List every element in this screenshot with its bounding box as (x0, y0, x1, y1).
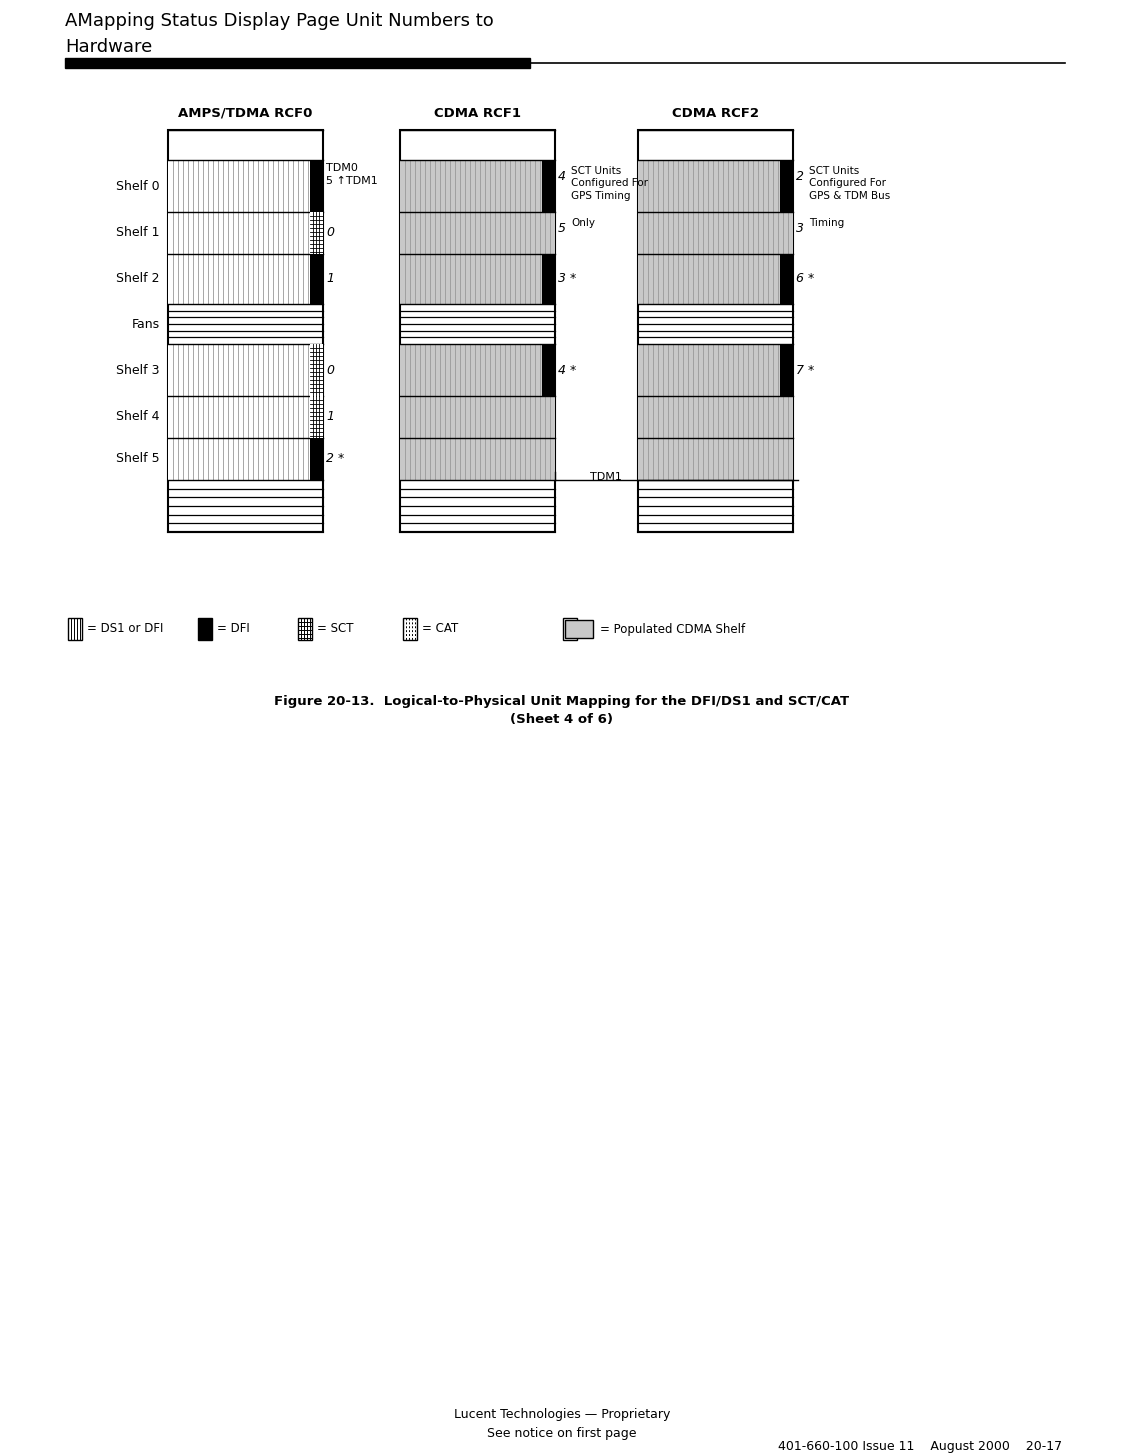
Text: CDMA RCF2: CDMA RCF2 (672, 106, 759, 119)
Text: AMPS/TDMA RCF0: AMPS/TDMA RCF0 (178, 106, 313, 119)
Bar (310, 344, 323, 396)
Bar (638, 344, 793, 396)
Text: 1: 1 (326, 272, 334, 285)
Text: Only: Only (572, 218, 595, 229)
Text: 0: 0 (326, 227, 334, 239)
Text: AMapping Status Display Page Unit Numbers to: AMapping Status Display Page Unit Number… (65, 12, 494, 31)
Text: Timing: Timing (809, 218, 844, 229)
Text: = DFI: = DFI (217, 623, 250, 635)
Bar (638, 253, 793, 304)
Text: = SCT: = SCT (317, 623, 353, 635)
Bar (400, 130, 555, 531)
Bar (168, 160, 323, 213)
Text: 0: 0 (326, 364, 334, 377)
Bar (310, 438, 323, 480)
Bar (168, 344, 323, 396)
Bar (168, 213, 323, 253)
Text: 5: 5 (558, 221, 566, 234)
Bar (780, 253, 793, 304)
Bar (400, 344, 555, 396)
Bar (310, 396, 323, 438)
Bar (310, 213, 323, 253)
Text: TDM0: TDM0 (326, 163, 358, 173)
Bar (65, 58, 530, 68)
Text: (Sheet 4 of 6): (Sheet 4 of 6) (511, 713, 613, 727)
Bar (638, 438, 793, 480)
Bar (400, 253, 555, 304)
Text: 2 *: 2 * (326, 453, 344, 466)
Text: Shelf 1: Shelf 1 (117, 227, 160, 239)
Text: CDMA RCF1: CDMA RCF1 (434, 106, 521, 119)
Bar (638, 160, 793, 213)
Bar (168, 253, 323, 304)
Text: 7 *: 7 * (796, 364, 814, 377)
Bar (400, 438, 555, 480)
Text: Hardware: Hardware (65, 38, 152, 55)
Text: 401-660-100 Issue 11    August 2000    20-17: 401-660-100 Issue 11 August 2000 20-17 (777, 1440, 1062, 1453)
Bar (565, 620, 593, 638)
Text: SCT Units
Configured For
GPS Timing: SCT Units Configured For GPS Timing (572, 166, 648, 201)
Text: Fans: Fans (132, 317, 160, 331)
Text: Figure 20-13.  Logical-to-Physical Unit Mapping for the DFI/DS1 and SCT/CAT: Figure 20-13. Logical-to-Physical Unit M… (274, 695, 849, 708)
Text: 4: 4 (558, 170, 566, 183)
Bar (542, 253, 555, 304)
Text: 6 *: 6 * (796, 272, 814, 285)
Bar (400, 396, 555, 438)
Bar (638, 213, 793, 253)
Text: = CAT: = CAT (422, 623, 458, 635)
Text: SCT Units
Configured For
GPS & TDM Bus: SCT Units Configured For GPS & TDM Bus (809, 166, 890, 201)
Text: Lucent Technologies — Proprietary
See notice on first page: Lucent Technologies — Proprietary See no… (453, 1408, 670, 1440)
Bar (68, 617, 82, 641)
Bar (780, 344, 793, 396)
Text: 1: 1 (326, 411, 334, 424)
Bar (542, 344, 555, 396)
Text: Shelf 4: Shelf 4 (117, 411, 160, 424)
Bar (562, 617, 577, 641)
Text: = Populated CDMA Shelf: = Populated CDMA Shelf (600, 623, 745, 635)
Text: TDM1: TDM1 (590, 472, 622, 482)
Bar (638, 396, 793, 438)
Bar (638, 130, 793, 531)
Text: Shelf 0: Shelf 0 (116, 179, 160, 192)
Bar (403, 617, 417, 641)
Text: = DS1 or DFI: = DS1 or DFI (87, 623, 163, 635)
Bar (780, 160, 793, 213)
Bar (565, 620, 593, 638)
Bar (400, 160, 555, 213)
Bar (542, 160, 555, 213)
Text: Shelf 2: Shelf 2 (117, 272, 160, 285)
Bar (298, 617, 312, 641)
Bar (198, 617, 212, 641)
Text: 5 ↑TDM1: 5 ↑TDM1 (326, 176, 378, 186)
Text: Shelf 5: Shelf 5 (116, 453, 160, 466)
Text: 2: 2 (796, 170, 804, 183)
Bar (198, 617, 212, 641)
Bar (168, 396, 323, 438)
Bar (310, 253, 323, 304)
Bar (400, 213, 555, 253)
Text: 3: 3 (796, 221, 804, 234)
Text: 3 *: 3 * (558, 272, 576, 285)
Bar (310, 160, 323, 213)
Text: Shelf 3: Shelf 3 (117, 364, 160, 377)
Bar (168, 438, 323, 480)
Bar (168, 130, 323, 531)
Text: 4 *: 4 * (558, 364, 576, 377)
